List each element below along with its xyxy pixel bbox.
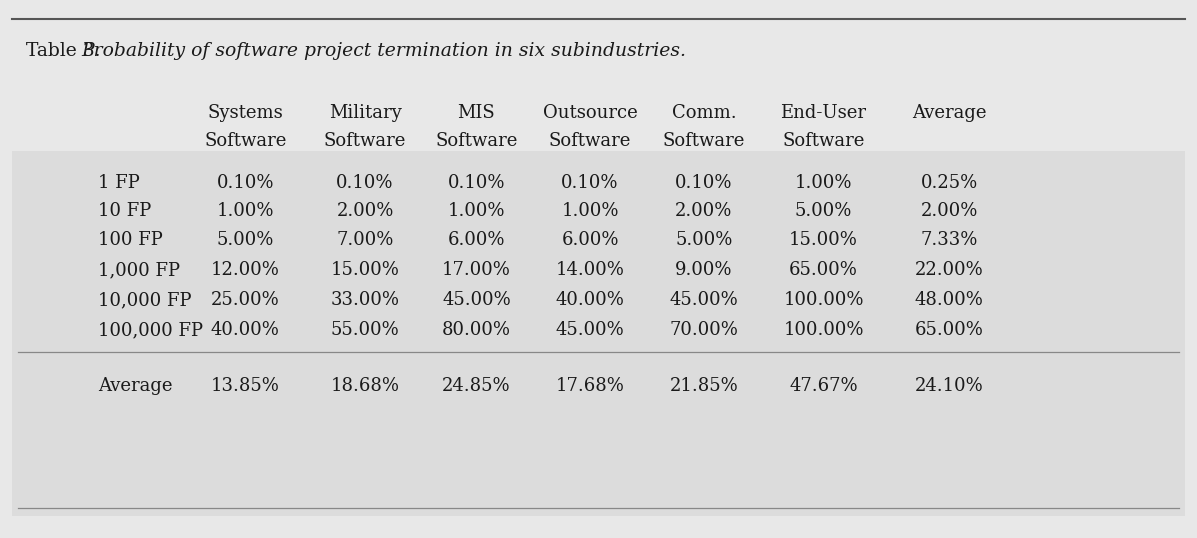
- Text: 33.00%: 33.00%: [330, 291, 400, 309]
- Text: 80.00%: 80.00%: [442, 321, 511, 339]
- Text: 10,000 FP: 10,000 FP: [98, 291, 192, 309]
- Text: 6.00%: 6.00%: [561, 231, 619, 250]
- Text: 47.67%: 47.67%: [789, 377, 858, 395]
- Text: 2.00%: 2.00%: [920, 202, 978, 221]
- Text: 17.00%: 17.00%: [442, 261, 511, 279]
- Text: Comm.: Comm.: [672, 104, 736, 122]
- Text: 45.00%: 45.00%: [442, 291, 511, 309]
- Text: Probability of software project termination in six subindustries.: Probability of software project terminat…: [81, 42, 686, 60]
- Text: Average: Average: [912, 104, 986, 122]
- Text: 40.00%: 40.00%: [211, 321, 280, 339]
- Text: 15.00%: 15.00%: [789, 231, 858, 250]
- Text: 7.33%: 7.33%: [920, 231, 978, 250]
- Text: Software: Software: [436, 132, 517, 150]
- Text: 18.68%: 18.68%: [330, 377, 400, 395]
- Text: 1.00%: 1.00%: [795, 174, 852, 192]
- Text: 5.00%: 5.00%: [217, 231, 274, 250]
- Text: 0.10%: 0.10%: [448, 174, 505, 192]
- Text: 9.00%: 9.00%: [675, 261, 733, 279]
- Text: 0.10%: 0.10%: [336, 174, 394, 192]
- Text: 25.00%: 25.00%: [211, 291, 280, 309]
- Text: 70.00%: 70.00%: [669, 321, 739, 339]
- Text: 65.00%: 65.00%: [789, 261, 858, 279]
- Text: 6.00%: 6.00%: [448, 231, 505, 250]
- Text: Software: Software: [324, 132, 406, 150]
- Text: 0.10%: 0.10%: [217, 174, 274, 192]
- Text: 24.10%: 24.10%: [915, 377, 984, 395]
- Text: 5.00%: 5.00%: [675, 231, 733, 250]
- Text: Software: Software: [783, 132, 864, 150]
- Text: 0.10%: 0.10%: [561, 174, 619, 192]
- Text: 65.00%: 65.00%: [915, 321, 984, 339]
- Text: 45.00%: 45.00%: [555, 321, 625, 339]
- Text: Software: Software: [205, 132, 286, 150]
- Text: 100,000 FP: 100,000 FP: [98, 321, 203, 339]
- Text: Outsource: Outsource: [542, 104, 638, 122]
- Text: 5.00%: 5.00%: [795, 202, 852, 221]
- Text: 100.00%: 100.00%: [783, 291, 864, 309]
- Text: 24.85%: 24.85%: [442, 377, 511, 395]
- Text: 0.25%: 0.25%: [920, 174, 978, 192]
- Text: 0.10%: 0.10%: [675, 174, 733, 192]
- Text: 45.00%: 45.00%: [669, 291, 739, 309]
- Text: 1,000 FP: 1,000 FP: [98, 261, 181, 279]
- Text: Table 3.: Table 3.: [26, 42, 107, 60]
- Text: Software: Software: [663, 132, 745, 150]
- Text: 12.00%: 12.00%: [211, 261, 280, 279]
- Text: 1.00%: 1.00%: [448, 202, 505, 221]
- Text: 21.85%: 21.85%: [669, 377, 739, 395]
- Text: Military: Military: [329, 104, 401, 122]
- Text: 10 FP: 10 FP: [98, 202, 151, 221]
- Text: 22.00%: 22.00%: [915, 261, 984, 279]
- Text: MIS: MIS: [457, 104, 496, 122]
- Text: 14.00%: 14.00%: [555, 261, 625, 279]
- Text: Software: Software: [549, 132, 631, 150]
- Text: 48.00%: 48.00%: [915, 291, 984, 309]
- Text: 13.85%: 13.85%: [211, 377, 280, 395]
- Text: 100.00%: 100.00%: [783, 321, 864, 339]
- Text: 2.00%: 2.00%: [675, 202, 733, 221]
- Text: 100 FP: 100 FP: [98, 231, 163, 250]
- Text: 1.00%: 1.00%: [217, 202, 274, 221]
- Text: 1.00%: 1.00%: [561, 202, 619, 221]
- Text: 17.68%: 17.68%: [555, 377, 625, 395]
- Text: Systems: Systems: [207, 104, 284, 122]
- Text: 40.00%: 40.00%: [555, 291, 625, 309]
- Text: 55.00%: 55.00%: [330, 321, 400, 339]
- Text: 1 FP: 1 FP: [98, 174, 140, 192]
- Text: 15.00%: 15.00%: [330, 261, 400, 279]
- Text: 7.00%: 7.00%: [336, 231, 394, 250]
- Text: Average: Average: [98, 377, 172, 395]
- Text: 2.00%: 2.00%: [336, 202, 394, 221]
- Text: End-User: End-User: [780, 104, 867, 122]
